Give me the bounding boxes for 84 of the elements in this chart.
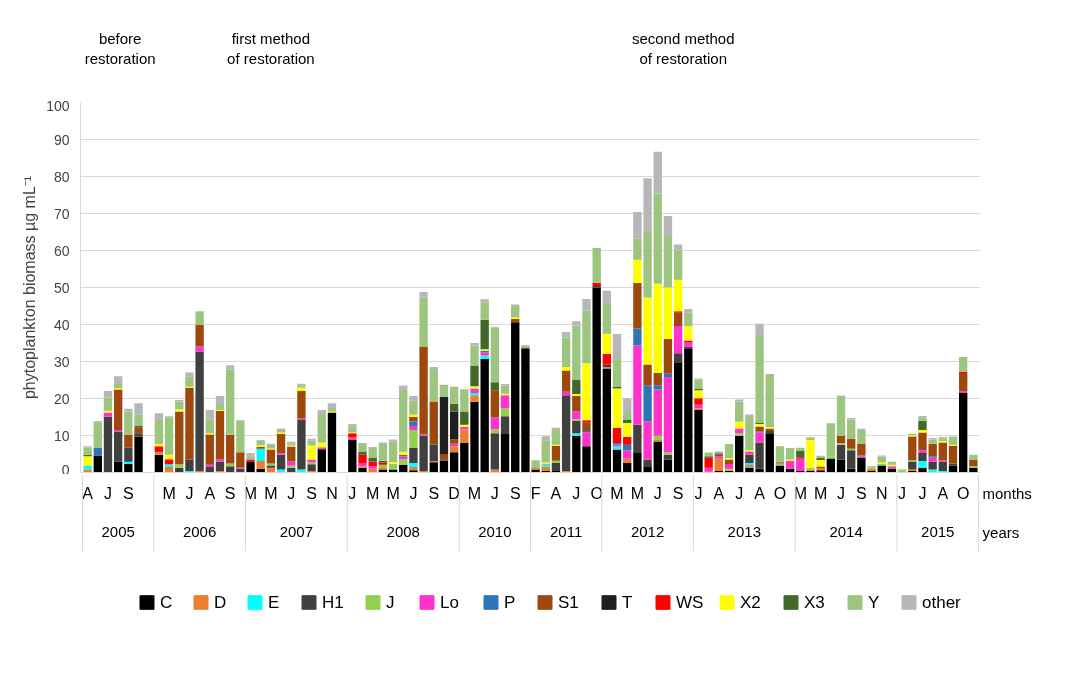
x-tick-label: M [386, 485, 400, 503]
x-tick-label: J [572, 485, 581, 503]
text: 2008 [386, 523, 420, 541]
y-tick-label: 70 [53, 205, 70, 222]
text: first method of restoration [227, 29, 315, 67]
x-tick-label: M [366, 485, 380, 503]
text: 2010 [478, 523, 512, 541]
x-tick-label: J [185, 485, 194, 503]
y-tick-label: 90 [53, 131, 70, 148]
x-tick-label: O [956, 485, 970, 503]
x-tick-label: J [103, 485, 112, 503]
legend-label: WS [676, 593, 704, 612]
x-tick-label: S [428, 485, 440, 503]
x-tick-label: J [653, 485, 662, 503]
legend-label: Lo [440, 593, 459, 612]
y-tick-label: 0 [61, 461, 70, 478]
legend-label: E [268, 593, 280, 612]
y-tick-label: 10 [53, 427, 70, 444]
x-tick-label: M [467, 485, 482, 503]
x-tick-label: M [162, 485, 176, 503]
text: before restoration [84, 29, 156, 67]
x-tick-label: J [490, 485, 499, 503]
x-tick-label: J [694, 485, 703, 503]
x-tick-label: J [837, 485, 846, 503]
x-tick-label: A [713, 485, 725, 503]
x-tick-label: J [735, 485, 744, 503]
y-tick-label: 40 [53, 316, 70, 333]
legend-label: H1 [322, 593, 344, 612]
x-tick-label: F [530, 485, 541, 503]
text: 2015 [921, 523, 955, 541]
y-tick-label: 100 [46, 97, 70, 114]
text: 2005 [101, 523, 135, 541]
text: 2006 [182, 523, 217, 541]
x-tick-label: J [918, 485, 927, 503]
x-tick-label: J [287, 485, 296, 503]
legend-label: J [386, 593, 395, 612]
x-tick-label: O [590, 485, 603, 503]
legend-label: other [922, 593, 962, 612]
x-tick-label: S [856, 485, 867, 503]
x-tick-label: J [898, 485, 907, 503]
x-tick-label: M [813, 485, 828, 503]
x-tick-label: A [204, 485, 216, 503]
y-tick-label: 50 [53, 279, 70, 296]
legend-label: Y [868, 593, 880, 612]
x-tick-label: S [509, 485, 521, 503]
y-tick-label: 80 [53, 168, 70, 185]
x-tick-label: N [875, 485, 888, 503]
text: second method of restoration [631, 29, 735, 67]
x-tick-label: S [224, 485, 236, 503]
x-tick-label: O [773, 485, 787, 503]
x-tick-label: N [326, 485, 338, 503]
x-tick-label: M [243, 485, 258, 503]
x-tick-label: S [672, 485, 684, 503]
x-tick-label: M [793, 485, 807, 503]
text: 2007 [279, 523, 314, 541]
y-tick-label: 30 [53, 353, 70, 370]
y-tick-label: 60 [53, 242, 70, 259]
x-tick-label: S [306, 485, 317, 503]
legend-label: T [622, 593, 633, 612]
x-tick-label: J [348, 485, 357, 503]
y-tick-label: 20 [53, 390, 70, 407]
text: 2012 [630, 523, 665, 541]
x-tick-label: M [264, 485, 278, 503]
x-tick-label: A [754, 485, 766, 503]
x-tick-label: D [448, 485, 460, 503]
text: months [982, 485, 1032, 503]
legend-label: D [214, 593, 227, 612]
x-tick-label: A [82, 485, 94, 503]
x-tick-label: A [550, 485, 562, 503]
legend-label: P [504, 593, 516, 612]
legend-label: C [160, 593, 173, 612]
text: 2014 [829, 523, 863, 541]
y-axis-title: phytoplankton biomass µg mL⁻¹ [21, 175, 39, 400]
legend-label: X2 [740, 593, 761, 612]
legend-label: S1 [558, 593, 579, 612]
x-tick-label: M [630, 485, 645, 503]
x-tick-label: M [610, 485, 624, 503]
x-tick-label: J [409, 485, 418, 503]
text: years [982, 523, 1020, 541]
legend-label: X3 [804, 593, 825, 612]
x-tick-label: S [123, 485, 134, 503]
x-tick-label: A [937, 485, 949, 503]
text: 2013 [727, 523, 761, 541]
text: 2011 [550, 523, 583, 541]
